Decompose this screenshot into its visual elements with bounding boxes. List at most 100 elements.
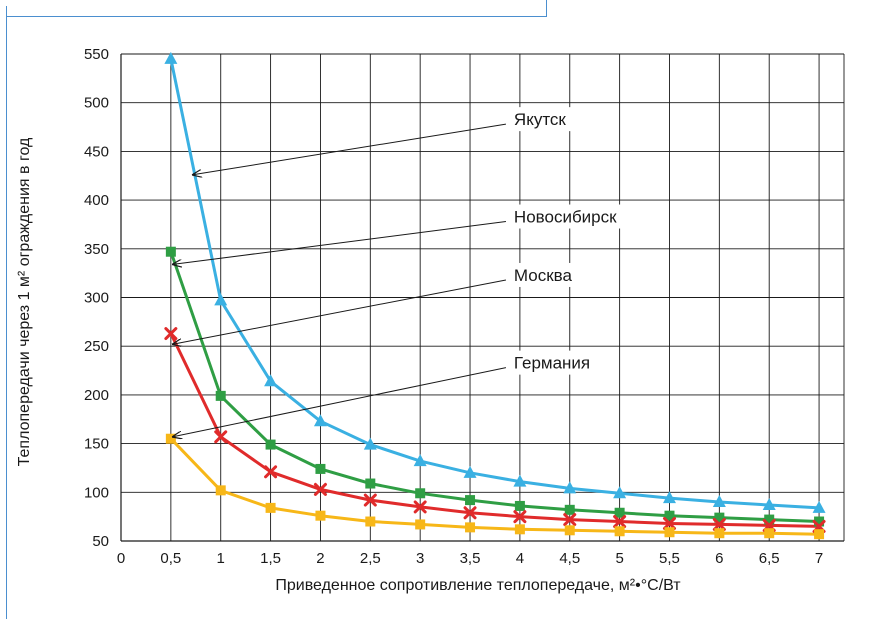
- data-point: [614, 526, 625, 537]
- x-tick-label: 1,5: [260, 550, 281, 567]
- y-axis-title: Теплопередачи через 1 м² ограждения в го…: [16, 137, 33, 466]
- data-point: [614, 507, 625, 518]
- data-point: [762, 497, 776, 510]
- data-point: [465, 495, 476, 506]
- data-point: [764, 514, 775, 525]
- data-point: [664, 510, 675, 521]
- x-tick-label: 0: [117, 550, 125, 567]
- data-point: [214, 293, 228, 306]
- data-point: [613, 486, 627, 499]
- x-tick-labels: 0 0,5 1 1,5 2 2,5 3 3,5 4 4,5 5 5,5 6 6,5 7: [117, 550, 823, 567]
- x-axis-title: Приведенное сопротивление теплопередаче,…: [275, 577, 681, 594]
- data-point: [265, 502, 276, 513]
- y-tick-label: 200: [84, 387, 109, 404]
- data-point: [264, 374, 278, 387]
- data-point: [662, 491, 676, 504]
- data-point: [413, 500, 427, 514]
- data-point: [564, 504, 575, 515]
- x-tick-label: 5: [615, 550, 623, 567]
- annotation-label: Москва: [514, 266, 573, 285]
- data-point: [712, 495, 726, 508]
- data-point: [264, 465, 278, 479]
- decorative-frame-top: [6, 6, 547, 17]
- data-point: [413, 454, 427, 467]
- x-tick-label: 7: [815, 550, 823, 567]
- series-line: [169, 332, 820, 528]
- data-point: [513, 510, 527, 524]
- data-point: [712, 517, 726, 531]
- annotation-label-bg: [509, 350, 600, 375]
- data-point: [313, 482, 327, 496]
- data-point: [313, 414, 327, 427]
- y-tick-label: 150: [84, 436, 109, 453]
- data-point: [164, 327, 178, 341]
- y-tick-label: 250: [84, 338, 109, 355]
- city-annotations: Якутск Новосибирск Москва Германия: [173, 107, 631, 437]
- annotation-label: Новосибирск: [514, 208, 617, 227]
- decorative-frame-left: [6, 16, 7, 619]
- annotation-arrow: [173, 367, 507, 437]
- y-tick-label: 350: [84, 241, 109, 258]
- data-point: [564, 525, 575, 536]
- x-tick-label: 1: [217, 550, 225, 567]
- x-tick-label: 5,5: [659, 550, 680, 567]
- data-point: [613, 515, 627, 529]
- data-point: [365, 478, 376, 489]
- data-point: [265, 439, 276, 450]
- x-tick-label: 4: [516, 550, 524, 567]
- data-point: [165, 433, 176, 444]
- annotation-label-bg: [509, 107, 580, 132]
- data-point: [514, 500, 525, 511]
- y-tick-label: 500: [84, 95, 109, 112]
- data-point: [812, 500, 826, 513]
- data-point: [714, 528, 725, 539]
- data-point: [215, 390, 226, 401]
- y-tick-label: 300: [84, 290, 109, 307]
- series-markers: [164, 51, 826, 540]
- data-point: [365, 516, 376, 527]
- data-point: [714, 512, 725, 523]
- data-point: [664, 527, 675, 538]
- decorative-frame-right: [546, 0, 547, 16]
- series-lines: [169, 58, 820, 536]
- y-tick-labels: 50 100 150 200 250 300 350 400 450 500 550: [84, 46, 109, 550]
- data-point: [215, 485, 226, 496]
- data-point: [463, 506, 477, 520]
- x-tick-label: 6: [715, 550, 723, 567]
- data-point: [814, 516, 825, 527]
- annotation-label-bg: [509, 262, 580, 287]
- y-tick-label: 100: [84, 484, 109, 501]
- annotation-arrow: [193, 123, 507, 175]
- annotation-label: Германия: [514, 354, 590, 373]
- annotation-label-bg: [509, 204, 631, 229]
- x-tick-label: 3: [416, 550, 424, 567]
- series-line: [169, 58, 820, 510]
- data-point: [764, 528, 775, 539]
- data-point: [513, 474, 527, 487]
- x-tick-label: 6,5: [759, 550, 780, 567]
- y-tick-label: 400: [84, 192, 109, 209]
- chart-axes: [120, 54, 844, 542]
- x-tick-label: 0,5: [160, 550, 181, 567]
- series-line: [169, 437, 820, 536]
- annotation-label: Якутск: [514, 110, 567, 129]
- data-point: [164, 51, 178, 64]
- x-tick-label: 2,5: [360, 550, 381, 567]
- y-tick-label: 550: [84, 46, 109, 63]
- data-point: [465, 522, 476, 533]
- chart-grid: [121, 53, 845, 542]
- data-point: [415, 488, 426, 499]
- annotation-arrow: [173, 279, 507, 344]
- data-point: [165, 246, 176, 257]
- x-tick-label: 2: [316, 550, 324, 567]
- data-point: [315, 510, 326, 521]
- data-point: [514, 524, 525, 535]
- data-point: [214, 430, 228, 444]
- data-point: [662, 516, 676, 530]
- y-tick-label: 50: [92, 533, 109, 550]
- data-point: [814, 529, 825, 540]
- data-point: [315, 463, 326, 474]
- data-point: [463, 465, 477, 478]
- data-point: [415, 519, 426, 530]
